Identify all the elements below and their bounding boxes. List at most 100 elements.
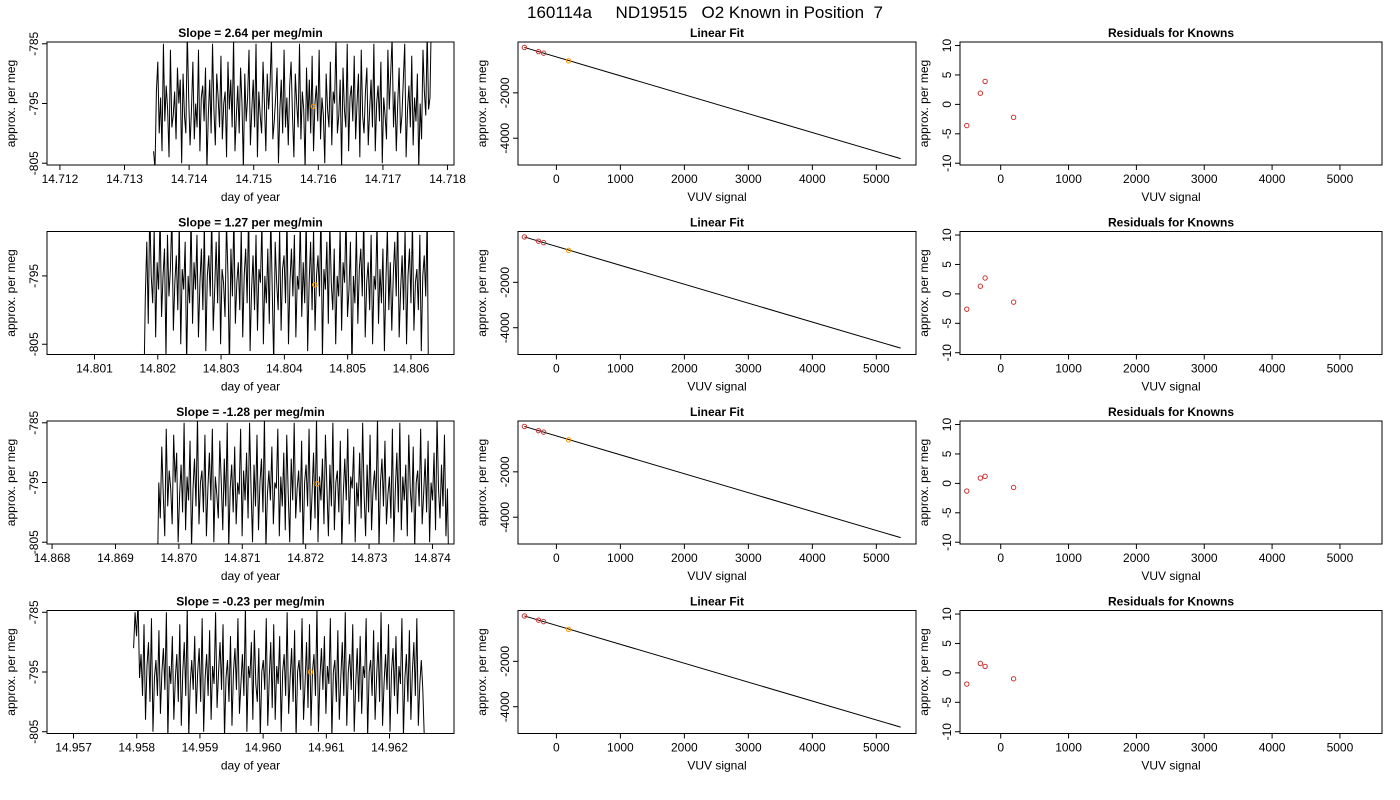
panel-title: Residuals for Knowns xyxy=(1108,216,1234,230)
sample-marker-point xyxy=(312,282,318,288)
x-axis-label: VUV signal xyxy=(1141,190,1200,204)
y-tick-label: 0 xyxy=(940,669,954,676)
plot-area xyxy=(153,42,432,165)
x-tick-label: 5000 xyxy=(863,362,890,376)
y-tick-label: 0 xyxy=(940,480,954,487)
known-data-point xyxy=(540,50,547,56)
sample-data-point xyxy=(565,626,572,633)
y-axis-label: approx. per meg xyxy=(4,439,18,526)
known-data-point xyxy=(964,681,970,687)
panel-title: Slope = 2.64 per meg/min xyxy=(178,26,322,40)
x-tick-label: 14.960 xyxy=(245,741,282,755)
plot-frame xyxy=(517,420,917,545)
y-tick-label: 10 xyxy=(940,228,954,242)
y-tick-label: 10 xyxy=(940,607,954,621)
y-axis-label: approx. per meg xyxy=(917,439,931,526)
x-tick-label: 3000 xyxy=(735,172,762,186)
fit-line xyxy=(524,46,901,160)
x-tick-label: 3000 xyxy=(1191,362,1218,376)
x-tick-label: 0 xyxy=(997,172,1004,186)
panel-2-1: Linear Fit 0 1000 2000 3000 4000 5000 -4000 -200… xyxy=(475,405,917,583)
known-data-point xyxy=(1010,299,1017,305)
x-tick-label: 2000 xyxy=(671,172,698,186)
known-data-point xyxy=(1010,484,1017,491)
y-tick-label: -5 xyxy=(940,128,954,139)
y-tick-label: -795 xyxy=(27,470,41,494)
y-tick-label: -2000 xyxy=(498,646,512,677)
y-axis-label: approx. per meg xyxy=(917,249,931,336)
figure-title: 160114a ND19515 O2 Known in Position 7 xyxy=(527,3,883,22)
x-tick-label: 14.802 xyxy=(139,362,176,376)
x-tick-label: 5000 xyxy=(1327,362,1354,376)
panel-1-2: Residuals for Knowns 0 1000 2000 3000 4000 500… xyxy=(917,216,1383,394)
y-tick-label: -785 xyxy=(27,410,41,434)
x-tick-label: 2000 xyxy=(671,362,698,376)
x-tick-label: 1000 xyxy=(1055,172,1082,186)
x-tick-label: 4000 xyxy=(799,172,826,186)
y-tick-label: -4000 xyxy=(498,691,512,722)
fit-line xyxy=(524,236,901,349)
sample-data-point xyxy=(565,437,572,443)
known-data-point xyxy=(535,238,542,244)
known-data-point xyxy=(521,234,528,240)
plot-frame xyxy=(959,41,1383,166)
x-tick-label: 2000 xyxy=(671,741,698,755)
x-tick-label: 14.714 xyxy=(171,172,208,186)
panels-grid: Slope = 2.64 per meg/min 14.712 14.713 14.7… xyxy=(4,26,1383,773)
plot-frame xyxy=(959,610,1383,734)
y-axis-label: approx. per meg xyxy=(475,249,489,336)
signal-series-line xyxy=(143,231,429,355)
y-axis-label: approx. per meg xyxy=(475,439,489,526)
x-tick-label: 3000 xyxy=(735,741,762,755)
plot-area xyxy=(521,423,901,539)
x-axis-label: VUV signal xyxy=(1141,569,1200,583)
x-tick-label: 14.961 xyxy=(308,741,345,755)
y-tick-label: 0 xyxy=(940,290,954,297)
x-axis-label: day of year xyxy=(221,759,280,773)
y-tick-label: -4000 xyxy=(498,502,512,533)
panel-0-2: Residuals for Knowns 0 1000 2000 3000 4000 500… xyxy=(917,26,1383,204)
panel-title: Slope = 1.27 per meg/min xyxy=(178,216,322,230)
x-tick-label: 2000 xyxy=(1123,551,1150,565)
x-tick-label: 14.959 xyxy=(182,741,219,755)
x-tick-label: 4000 xyxy=(1259,172,1286,186)
x-tick-label: 4000 xyxy=(1259,551,1286,565)
x-tick-label: 1000 xyxy=(1055,551,1082,565)
x-tick-label: 4000 xyxy=(799,551,826,565)
x-tick-label: 14.803 xyxy=(203,362,240,376)
y-tick-label: -5 xyxy=(940,318,954,329)
x-tick-label: 3000 xyxy=(1191,551,1218,565)
panel-title: Residuals for Knowns xyxy=(1108,26,1234,40)
y-tick-label: -10 xyxy=(940,533,954,551)
panel-title: Residuals for Knowns xyxy=(1108,595,1234,609)
known-data-point xyxy=(964,488,970,494)
x-tick-label: 1000 xyxy=(1055,741,1082,755)
known-data-point xyxy=(977,90,984,96)
x-tick-label: 0 xyxy=(997,741,1004,755)
y-axis-label: approx. per meg xyxy=(475,628,489,715)
x-axis-label: VUV signal xyxy=(687,569,746,583)
x-tick-label: 2000 xyxy=(671,551,698,565)
panel-title: Linear Fit xyxy=(690,595,744,609)
y-tick-label: 10 xyxy=(940,39,954,53)
x-tick-label: 3000 xyxy=(1191,172,1218,186)
known-data-point xyxy=(982,473,988,480)
y-tick-label: 5 xyxy=(940,71,954,78)
x-tick-label: 0 xyxy=(997,551,1004,565)
panel-2-2: Residuals for Knowns 0 1000 2000 3000 4000 500… xyxy=(917,405,1383,583)
sample-marker-point xyxy=(307,669,314,675)
y-axis-label: approx. per meg xyxy=(4,628,18,715)
x-tick-label: 5000 xyxy=(1327,741,1354,755)
known-data-point xyxy=(977,475,984,481)
y-axis-label: approx. per meg xyxy=(917,628,931,715)
plot-area xyxy=(964,473,1017,494)
x-tick-label: 5000 xyxy=(863,741,890,755)
signal-series-line xyxy=(133,610,425,734)
panel-0-0: Slope = 2.64 per meg/min 14.712 14.713 14.7… xyxy=(4,26,466,204)
y-axis-label: approx. per meg xyxy=(917,60,931,147)
x-tick-label: 14.804 xyxy=(266,362,303,376)
y-axis-label: approx. per meg xyxy=(4,249,18,336)
plot-area xyxy=(521,234,901,349)
x-tick-label: 14.874 xyxy=(414,551,451,565)
